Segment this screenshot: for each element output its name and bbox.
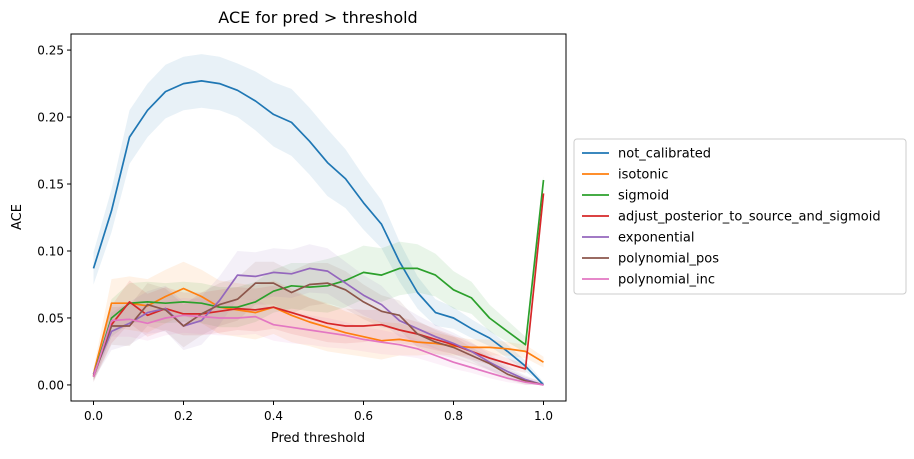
legend-label: not_calibrated [618,147,711,162]
series-lines [92,80,545,386]
x-tick-label: 0.8 [444,409,463,423]
y-axis-ticks: 0.00 0.05 0.10 0.15 0.20 0.25 [37,44,71,392]
x-tick-label: 0.0 [84,409,103,423]
x-tick-label: 0.4 [264,409,283,423]
y-axis-label: ACE [10,204,25,230]
x-tick-label: 1.0 [534,409,553,423]
line-not-calibrated [92,80,545,386]
line-polynomial-pos [92,282,544,386]
legend: not_calibrated isotonic sigmoid adjust_post… [573,138,907,295]
y-tick-label: 0.15 [37,178,64,192]
x-tick-label: 0.6 [354,409,373,423]
band-polynomial-inc [93,297,544,385]
y-tick-label: 0.20 [37,111,64,125]
x-axis-label: Pred threshold [271,431,365,446]
band-sigmoid [93,176,544,381]
legend-label: sigmoid [618,189,669,204]
y-tick-label: 0.25 [37,44,64,58]
confidence-bands [93,54,544,385]
x-tick-label: 0.2 [174,409,193,423]
band-not-calibrated [93,54,544,385]
line-sigmoid [92,179,545,376]
band-adjust-posterior-to-source-and-sigmoid [93,189,544,381]
chart-title: ACE for pred > threshold [218,8,417,27]
legend-label: polynomial_inc [618,273,715,288]
legend-label: isotonic [618,168,668,183]
y-tick-label: 0.10 [37,244,64,258]
band-polynomial-pos [93,261,544,385]
y-tick-label: 0.00 [37,378,64,392]
legend-label: adjust_posterior_to_source_and_sigmoid [618,210,881,225]
legend-label: exponential [618,231,694,246]
legend-label: polynomial_pos [618,252,719,267]
plot-frame [70,33,567,402]
line-isotonic [92,287,544,375]
x-axis-ticks: 0.0 0.2 0.4 0.6 0.8 1.0 [84,401,553,423]
line-polynomial-inc [92,314,544,386]
legend-frame [573,138,907,295]
y-tick-label: 0.05 [37,311,64,325]
